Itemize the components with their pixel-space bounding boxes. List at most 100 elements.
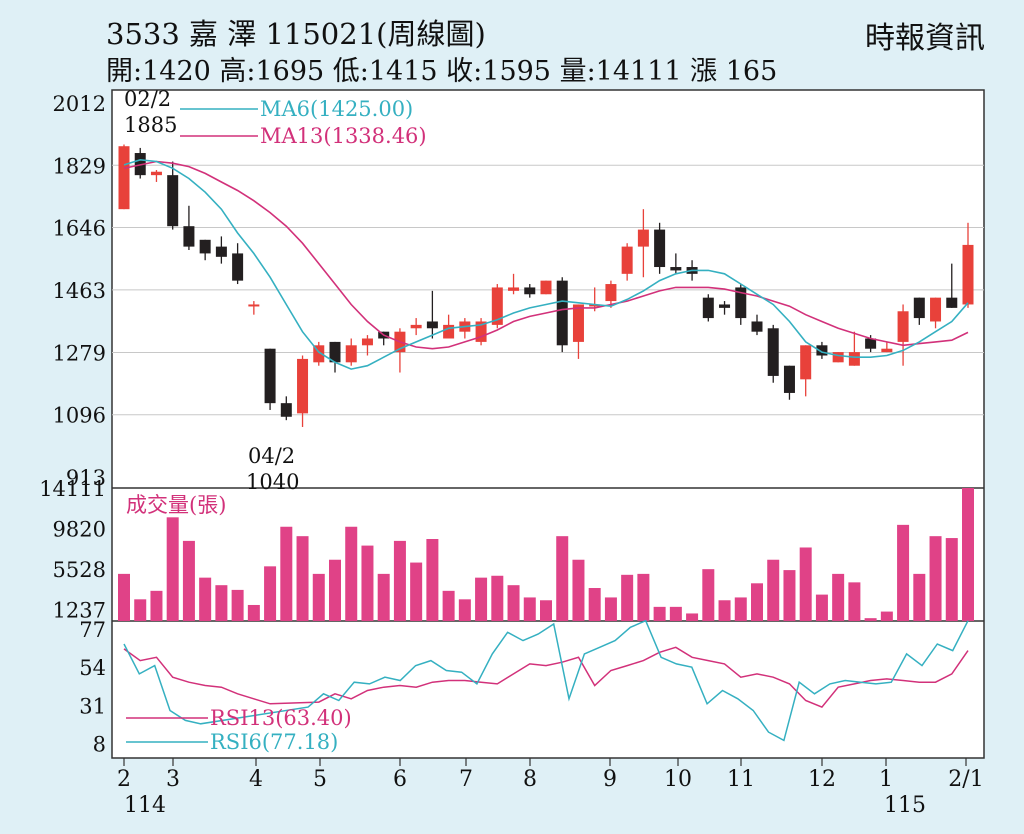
x-axis: 2 3 4 5 6 7 8 9 10 11 12 1 2/1 — [117, 758, 984, 792]
volume-bar — [280, 526, 293, 621]
candle-body — [215, 246, 227, 257]
candle-body — [150, 171, 162, 176]
volume-bar — [523, 597, 536, 621]
x-tick-label: 6 — [393, 767, 407, 792]
ohlc-summary: 開:1420 高:1695 低:1415 收:1595 量:14111 漲 16… — [106, 56, 777, 87]
rsi-axis: 77 54 31 8 — [79, 618, 106, 757]
candle-body — [572, 304, 584, 342]
volume-bar — [377, 573, 390, 621]
volume-bar — [669, 606, 682, 621]
candle-body — [443, 324, 455, 339]
volume-bar — [134, 599, 147, 621]
candle-body — [313, 345, 325, 363]
candle-body — [410, 324, 422, 329]
candle-body — [361, 338, 373, 346]
volume-bar — [929, 536, 942, 621]
price-tick-label: 913 — [66, 466, 106, 490]
candle-body — [881, 348, 893, 353]
x-tick-label: 11 — [727, 767, 755, 792]
candle-body — [475, 321, 487, 342]
x-tick-label: 2/1 — [948, 767, 983, 792]
candle-body — [297, 358, 309, 414]
rsi-tick-label: 77 — [79, 618, 106, 642]
candle-body — [816, 345, 828, 356]
volume-bar — [264, 566, 277, 621]
volume-bar — [945, 538, 958, 621]
volume-tick-label: 9820 — [53, 517, 106, 541]
volume-bar — [556, 536, 569, 621]
volume-bar — [312, 573, 325, 621]
candle-body — [946, 297, 958, 308]
volume-bar — [751, 583, 763, 621]
price-tick-label: 1463 — [53, 279, 106, 303]
volume-series — [118, 488, 974, 621]
candle-body — [199, 239, 211, 254]
candle-body — [167, 175, 179, 227]
volume-bar — [442, 590, 455, 621]
volume-bar — [653, 606, 666, 621]
low-annotation-date: 04/2 — [248, 444, 295, 468]
x-tick-label: 1 — [879, 767, 893, 792]
volume-bar — [962, 488, 974, 621]
volume-title: 成交量(張) — [126, 493, 226, 517]
price-tick-label: 1646 — [53, 217, 106, 241]
candle-body — [865, 338, 877, 349]
volume-bar — [507, 585, 520, 621]
candle-body — [800, 345, 812, 380]
candle-body — [280, 403, 292, 417]
volume-bar — [458, 599, 471, 621]
volume-bar — [182, 540, 195, 621]
volume-bar — [475, 577, 488, 621]
volume-bar — [702, 569, 715, 621]
rsi13-legend-label: RSI13(63.40) — [210, 706, 352, 730]
candle-body — [232, 253, 244, 281]
candle-body — [621, 246, 633, 274]
volume-bar — [199, 577, 212, 621]
volume-bar — [215, 585, 228, 621]
low-annotation-value: 1040 — [246, 470, 299, 494]
volume-bar — [848, 582, 861, 621]
x-tick-label: 12 — [808, 767, 836, 792]
price-tick-label: 1829 — [53, 154, 106, 178]
high-annotation-value: 1885 — [124, 113, 177, 137]
candle-body — [345, 345, 357, 363]
volume-bar — [231, 589, 244, 621]
price-tick-label: 1096 — [53, 404, 106, 428]
ma13-line — [123, 160, 969, 350]
volume-bar — [393, 540, 406, 621]
candle-body — [848, 352, 860, 366]
volume-bar — [637, 573, 650, 621]
candle-body — [329, 341, 341, 363]
candle-body — [637, 229, 649, 247]
volume-bar — [150, 590, 163, 621]
plot-frame — [111, 89, 985, 759]
candle-body — [832, 352, 844, 363]
candle-body — [767, 328, 779, 376]
volume-axis: 14111 9820 5528 1237 — [39, 477, 106, 622]
volume-bar — [621, 574, 634, 621]
ma6-legend-label: MA6(1425.00) — [260, 97, 413, 121]
volume-bar — [361, 545, 374, 621]
volume-bar — [734, 597, 747, 621]
volume-bar — [815, 594, 828, 621]
x-tick-label: 7 — [459, 767, 473, 792]
volume-bar — [588, 588, 601, 621]
ma-legend: MA6(1425.00) MA13(1338.46) — [180, 97, 427, 148]
price-tick-label: 1279 — [53, 341, 106, 365]
candle-body — [426, 321, 438, 329]
price-tick-label: 2012 — [53, 92, 106, 116]
x-tick-label: 8 — [523, 767, 537, 792]
volume-bar — [783, 570, 796, 621]
candle-body — [183, 226, 195, 247]
x-tick-label: 9 — [603, 767, 617, 792]
candle-body — [264, 348, 276, 404]
volume-bar — [897, 524, 910, 621]
rsi6-line — [123, 619, 969, 742]
candle-body — [913, 297, 925, 319]
rsi-tick-label: 31 — [79, 694, 106, 718]
volume-bar — [540, 600, 552, 621]
volume-bar — [604, 597, 617, 621]
candle-body — [702, 297, 714, 319]
year-label-115: 115 — [884, 793, 926, 818]
